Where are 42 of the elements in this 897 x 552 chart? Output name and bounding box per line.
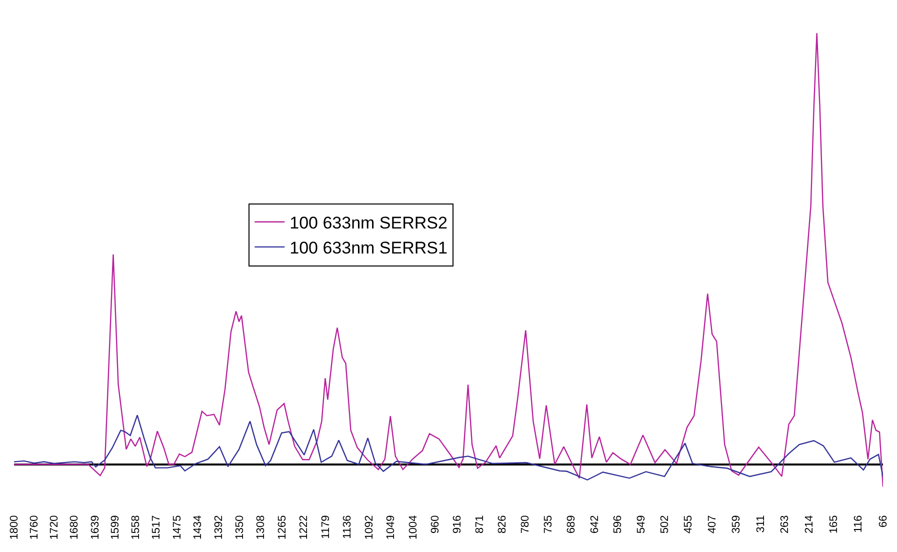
x-tick-label: 214 [803,515,816,534]
x-tick-label: 116 [852,515,865,533]
x-tick-label: 1475 [171,515,184,540]
x-tick-label: 1136 [341,515,354,539]
x-tick-label: 1599 [109,515,122,540]
x-tick-label: 642 [588,515,601,534]
x-tick-label: 263 [778,515,791,534]
x-tick-label: 1392 [213,515,226,540]
x-tick-label: 1434 [192,515,204,540]
x-tick-label: 502 [659,515,672,534]
x-tick-label: 826 [496,515,509,534]
x-tick-label: 1049 [384,515,397,540]
x-tick-label: 1680 [68,515,81,540]
x-tick-label: 1004 [407,515,420,540]
x-tick-label: 1760 [28,515,41,540]
x-tick-label: 871 [474,515,486,534]
x-tick-label: 66 [878,515,890,528]
x-tick-label: 165 [828,515,840,534]
x-tick-label: 1350 [234,515,246,540]
x-tick-label: 1720 [48,515,61,540]
x-tick-label: 1222 [298,515,310,540]
x-tick-label: 359 [730,515,743,534]
x-tick-label: 1179 [320,515,332,539]
x-tick-label: 780 [520,515,532,534]
x-tick-label: 407 [706,515,719,534]
x-tick-label: 1639 [89,515,102,540]
x-tick-label: 1092 [363,515,376,540]
x-tick-label: 1558 [130,515,142,540]
legend-label: 100 633nm SERRS2 [290,213,448,232]
x-tick-label: 549 [636,515,648,534]
x-tick-label: 596 [612,515,624,534]
x-tick-label: 1265 [276,515,289,540]
x-tick-label: 455 [682,515,695,534]
legend-label: 100 633nm SERRS1 [290,238,448,258]
x-tick-label: 735 [542,515,554,534]
x-tick-label: 1800 [8,515,21,540]
x-tick-label: 1308 [255,515,268,540]
x-tick-label: 916 [452,515,464,534]
x-tick-label: 689 [565,515,578,534]
x-tick-label: 311 [754,515,767,533]
x-tick-label: 960 [430,515,442,534]
x-tick-label: 1517 [150,515,162,540]
